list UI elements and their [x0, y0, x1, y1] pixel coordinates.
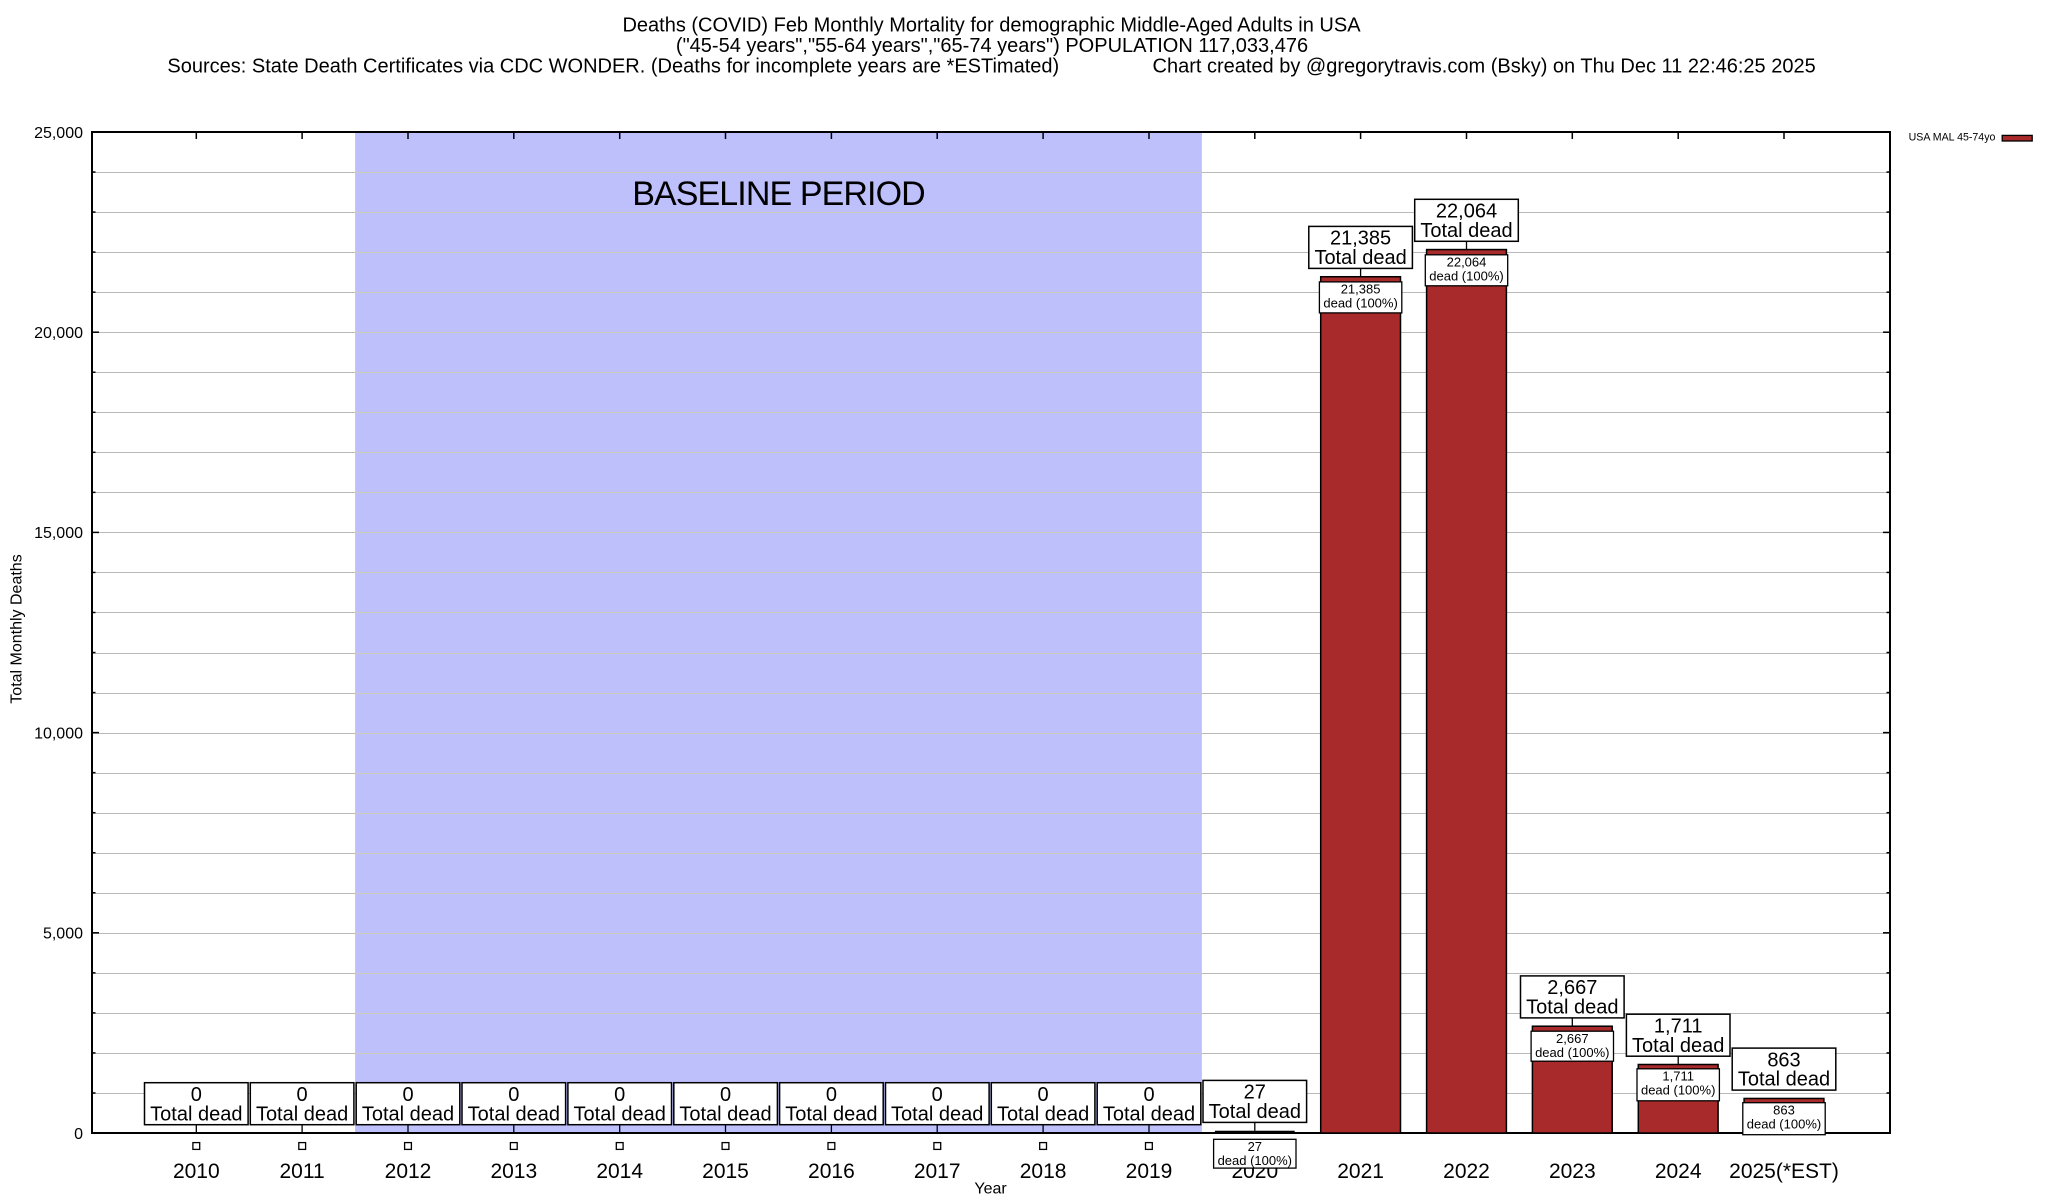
- svg-text:Total dead: Total dead: [574, 1103, 666, 1125]
- svg-text:Total dead: Total dead: [1420, 220, 1512, 242]
- svg-text:Deaths (COVID) Feb Monthly Mor: Deaths (COVID) Feb Monthly Mortality for…: [622, 15, 1361, 37]
- svg-text:0: 0: [1143, 1084, 1154, 1106]
- svg-text:21,385: 21,385: [1341, 282, 1381, 297]
- svg-text:("45-54 years","55-64 years",": ("45-54 years","55-64 years","65-74 year…: [676, 35, 1308, 57]
- svg-text:25,000: 25,000: [34, 125, 83, 142]
- svg-text:27: 27: [1244, 1082, 1266, 1104]
- svg-text:27: 27: [1248, 1139, 1262, 1154]
- svg-text:0: 0: [191, 1084, 202, 1106]
- svg-text:Total dead: Total dead: [891, 1103, 983, 1125]
- svg-text:2012: 2012: [385, 1160, 432, 1183]
- svg-text:Total dead: Total dead: [997, 1103, 1089, 1125]
- svg-text:Total Monthly Deaths: Total Monthly Deaths: [9, 554, 26, 703]
- svg-text:Total dead: Total dead: [679, 1103, 771, 1125]
- svg-text:2010: 2010: [173, 1160, 220, 1183]
- svg-text:2023: 2023: [1549, 1160, 1596, 1183]
- svg-text:Year: Year: [974, 1181, 1007, 1198]
- svg-text:10,000: 10,000: [34, 725, 83, 742]
- svg-text:Total dead: Total dead: [362, 1103, 454, 1125]
- svg-text:dead (100%): dead (100%): [1641, 1082, 1715, 1097]
- svg-text:0: 0: [297, 1084, 308, 1106]
- svg-text:Total dead: Total dead: [1209, 1101, 1301, 1123]
- svg-text:Total dead: Total dead: [468, 1103, 560, 1125]
- svg-text:1,711: 1,711: [1662, 1068, 1694, 1083]
- svg-text:Total dead: Total dead: [1738, 1069, 1830, 1091]
- svg-text:2019: 2019: [1126, 1160, 1173, 1183]
- svg-text:2022: 2022: [1443, 1160, 1490, 1183]
- svg-text:2021: 2021: [1337, 1160, 1384, 1183]
- svg-text:2011: 2011: [280, 1160, 325, 1183]
- svg-text:2025(*EST): 2025(*EST): [1729, 1160, 1839, 1183]
- svg-text:Total dead: Total dead: [1526, 997, 1618, 1019]
- svg-text:Total dead: Total dead: [1632, 1035, 1724, 1057]
- svg-text:BASELINE PERIOD: BASELINE PERIOD: [632, 175, 925, 213]
- svg-text:2014: 2014: [596, 1160, 643, 1183]
- svg-text:0: 0: [508, 1084, 519, 1106]
- svg-text:Chart created by @gregorytravi: Chart created by @gregorytravis.com (Bsk…: [1153, 56, 1816, 78]
- svg-text:0: 0: [614, 1084, 625, 1106]
- svg-text:20,000: 20,000: [34, 325, 83, 342]
- svg-text:2024: 2024: [1655, 1160, 1702, 1183]
- svg-text:2,667: 2,667: [1556, 1031, 1589, 1046]
- svg-text:Total dead: Total dead: [150, 1103, 242, 1125]
- svg-text:USA MAL 45-74yo: USA MAL 45-74yo: [1909, 131, 1996, 143]
- svg-text:2016: 2016: [808, 1160, 855, 1183]
- svg-text:dead (100%): dead (100%): [1323, 296, 1397, 311]
- svg-text:2017: 2017: [914, 1160, 961, 1183]
- svg-text:21,385: 21,385: [1330, 228, 1391, 250]
- svg-text:863: 863: [1773, 1102, 1795, 1117]
- svg-text:0: 0: [74, 1126, 83, 1143]
- svg-text:2018: 2018: [1020, 1160, 1067, 1183]
- svg-text:2015: 2015: [702, 1160, 749, 1183]
- svg-text:Total dead: Total dead: [785, 1103, 877, 1125]
- svg-text:22,064: 22,064: [1447, 254, 1487, 269]
- svg-text:0: 0: [402, 1084, 413, 1106]
- svg-text:2013: 2013: [490, 1160, 537, 1183]
- svg-text:5,000: 5,000: [43, 926, 83, 943]
- svg-text:0: 0: [720, 1084, 731, 1106]
- svg-text:Total dead: Total dead: [1103, 1103, 1195, 1125]
- svg-text:dead (100%): dead (100%): [1429, 268, 1503, 283]
- svg-text:0: 0: [1038, 1084, 1049, 1106]
- svg-text:2,667: 2,667: [1547, 977, 1597, 999]
- svg-text:15,000: 15,000: [34, 525, 83, 542]
- svg-text:863: 863: [1767, 1049, 1800, 1071]
- svg-text:0: 0: [826, 1084, 837, 1106]
- svg-text:dead (100%): dead (100%): [1747, 1116, 1821, 1131]
- svg-text:Total dead: Total dead: [256, 1103, 348, 1125]
- svg-text:22,064: 22,064: [1436, 201, 1497, 223]
- svg-text:dead (100%): dead (100%): [1535, 1045, 1609, 1060]
- svg-text:dead (100%): dead (100%): [1218, 1153, 1292, 1168]
- svg-text:Total dead: Total dead: [1314, 247, 1406, 269]
- svg-text:1,711: 1,711: [1654, 1015, 1703, 1037]
- svg-text:Sources: State Death Certifica: Sources: State Death Certificates via CD…: [167, 56, 1059, 78]
- svg-text:0: 0: [932, 1084, 943, 1106]
